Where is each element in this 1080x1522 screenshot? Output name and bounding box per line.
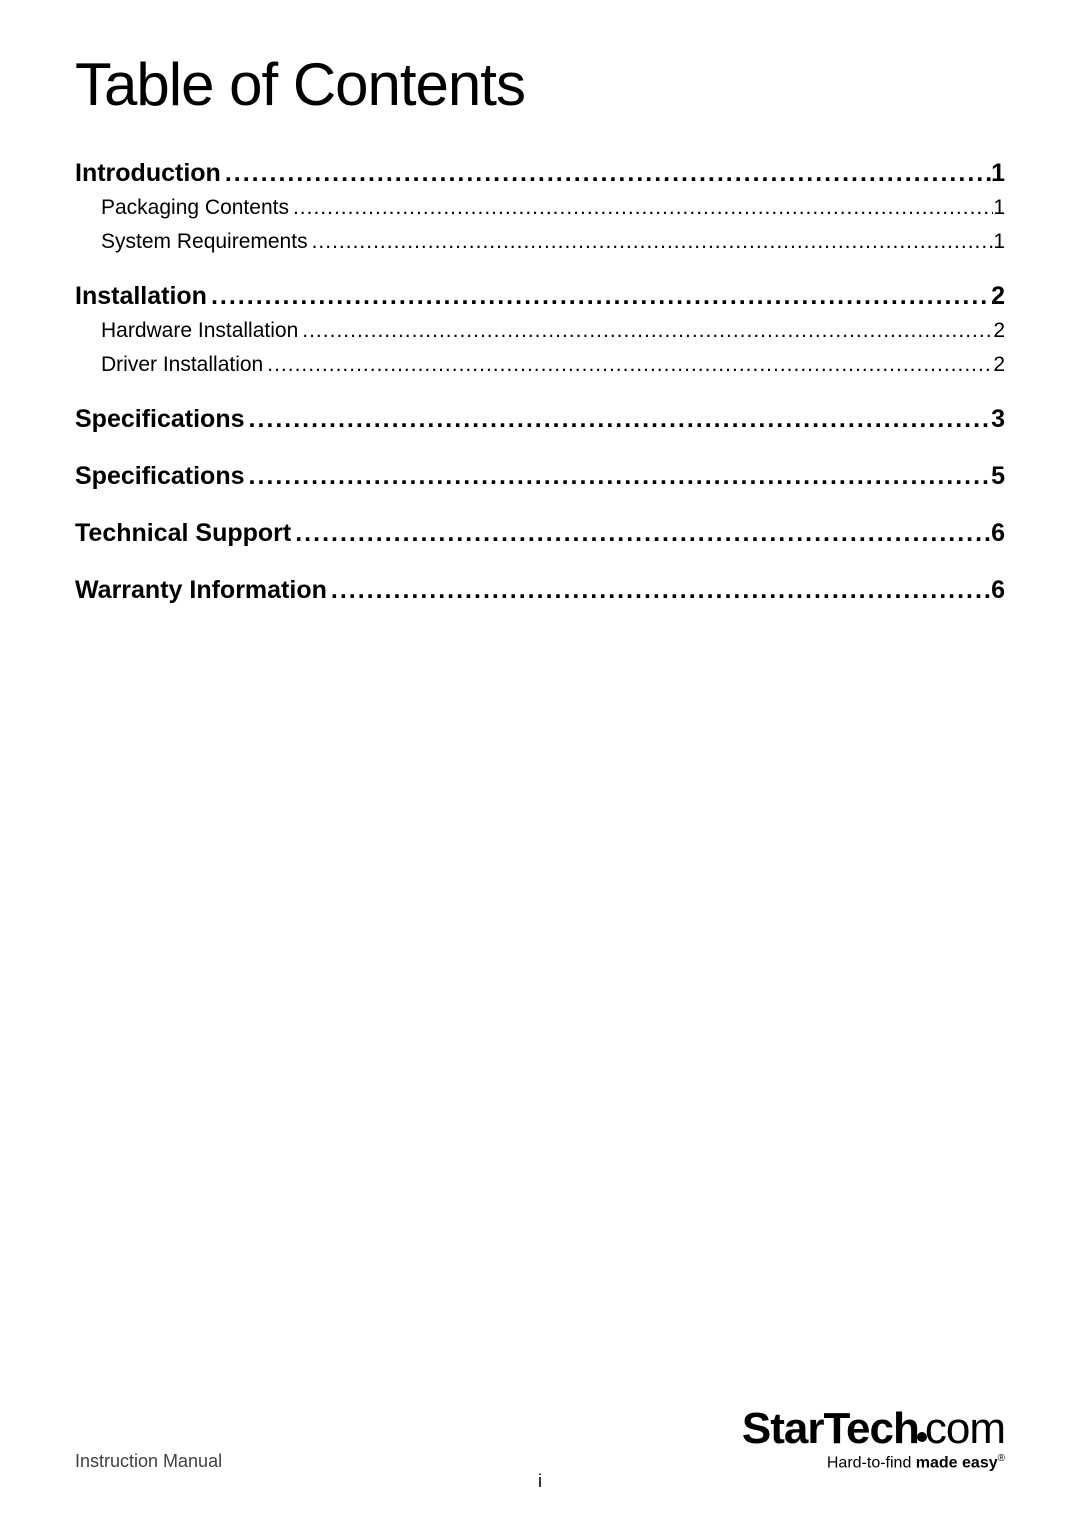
toc-page: 2 [991,282,1005,311]
toc-label: System Requirements [101,230,308,254]
toc-dots [245,405,992,434]
toc-label: Technical Support [75,519,291,548]
toc-dots [308,230,994,254]
toc-entry[interactable]: Installation 2 [75,282,1005,311]
toc-page: 1 [993,196,1005,220]
toc-entry[interactable]: Specifications 3 [75,405,1005,434]
toc-label: Hardware Installation [101,319,298,343]
toc-page: 6 [991,576,1005,605]
toc-label: Specifications [75,462,245,491]
logo-brand: StarTechcom [742,1407,1005,1451]
toc-entry[interactable]: Packaging Contents 1 [75,196,1005,220]
toc-entry[interactable]: Technical Support 6 [75,519,1005,548]
toc-dots [245,462,992,491]
toc-dots [221,159,991,188]
toc-label: Driver Installation [101,353,263,377]
toc-entry[interactable]: Driver Installation 2 [75,353,1005,377]
logo-brand-part1: StarTech [742,1404,919,1453]
logo-dot-icon [917,1432,927,1442]
logo-registered: ® [998,1453,1005,1464]
toc-dots [289,196,993,220]
toc-entry[interactable]: Specifications 5 [75,462,1005,491]
toc-page: 5 [991,462,1005,491]
toc-label: Introduction [75,159,221,188]
toc-label: Warranty Information [75,576,327,605]
toc-entry[interactable]: Warranty Information 6 [75,576,1005,605]
toc-dots [327,576,991,605]
page-number: i [538,1471,542,1492]
toc-page: 6 [991,519,1005,548]
page-title: Table of Contents [75,50,1005,119]
toc-dots [263,353,993,377]
toc-dots [291,519,991,548]
logo-tagline: Hard-to-find made easy® [742,1453,1005,1472]
toc-page: 2 [993,353,1005,377]
toc-label: Packaging Contents [101,196,289,220]
toc-page: 3 [991,405,1005,434]
footer-label: Instruction Manual [75,1451,222,1471]
toc-dots [298,319,993,343]
logo-tagline-part2: made easy [916,1454,998,1471]
toc-page: 1 [993,230,1005,254]
toc-entry[interactable]: System Requirements 1 [75,230,1005,254]
toc-label: Specifications [75,405,245,434]
logo-tagline-part1: Hard-to-find [827,1454,916,1471]
toc-container: Introduction1Packaging Contents1System R… [75,159,1005,605]
toc-dots [207,282,991,311]
toc-label: Installation [75,282,207,311]
toc-page: 2 [993,319,1005,343]
logo-brand-part2: com [925,1404,1005,1453]
toc-entry[interactable]: Introduction 1 [75,159,1005,188]
toc-page: 1 [991,159,1005,188]
toc-entry[interactable]: Hardware Installation 2 [75,319,1005,343]
logo: StarTechcom Hard-to-find made easy® [742,1407,1005,1472]
